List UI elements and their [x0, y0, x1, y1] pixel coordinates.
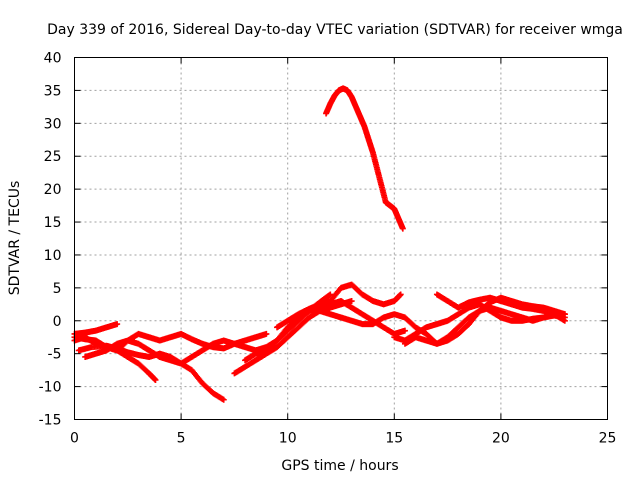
y-tick-label: 5	[53, 281, 62, 297]
axis-ticks	[74, 57, 608, 420]
series-sat-e	[71, 321, 121, 337]
y-tick-label: 30	[44, 116, 62, 132]
data-point	[561, 311, 568, 318]
grid	[74, 57, 608, 420]
x-tick-label: 10	[279, 431, 297, 447]
y-tick-label: -15	[39, 413, 62, 429]
data-point	[561, 317, 568, 324]
y-tick-label: 0	[53, 314, 62, 330]
series-sat-m	[433, 291, 568, 318]
y-tick-label: 40	[44, 51, 62, 67]
x-tick-label: 15	[385, 431, 403, 447]
y-tick-label: -10	[39, 380, 62, 396]
data-point	[399, 225, 406, 232]
data-point	[263, 330, 270, 337]
series-sat-i	[323, 85, 406, 232]
x-tick-label: 5	[177, 431, 186, 447]
y-axis-label: SDTVAR / TECUs	[7, 181, 23, 296]
series-sat-h	[274, 281, 404, 331]
data-point	[220, 396, 227, 403]
data-point	[114, 321, 121, 328]
y-tick-labels: -15 -10 -5 0 5 10 15 20 25 30 35 40	[39, 51, 62, 429]
chart-title: Day 339 of 2016, Sidereal Day-to-day VTE…	[47, 22, 623, 38]
x-tick-labels: 0 5 10 15 20 25	[70, 431, 616, 447]
plot-frame	[74, 57, 608, 420]
y-tick-label: 20	[44, 182, 62, 198]
x-axis-label: GPS time / hours	[281, 458, 398, 474]
data-point	[401, 327, 408, 334]
data-points	[71, 85, 568, 403]
series-sat-g	[242, 298, 408, 364]
y-tick-label: 35	[44, 83, 62, 99]
y-tick-label: 15	[44, 215, 62, 231]
y-tick-label: -5	[48, 347, 62, 363]
x-tick-label: 20	[492, 431, 510, 447]
x-tick-label: 0	[70, 431, 79, 447]
y-tick-label: 10	[44, 248, 62, 264]
data-point	[152, 377, 159, 384]
y-tick-label: 25	[44, 149, 62, 165]
data-point	[327, 291, 334, 298]
data-point	[348, 298, 355, 305]
data-point	[397, 291, 404, 298]
x-tick-label: 25	[599, 431, 617, 447]
